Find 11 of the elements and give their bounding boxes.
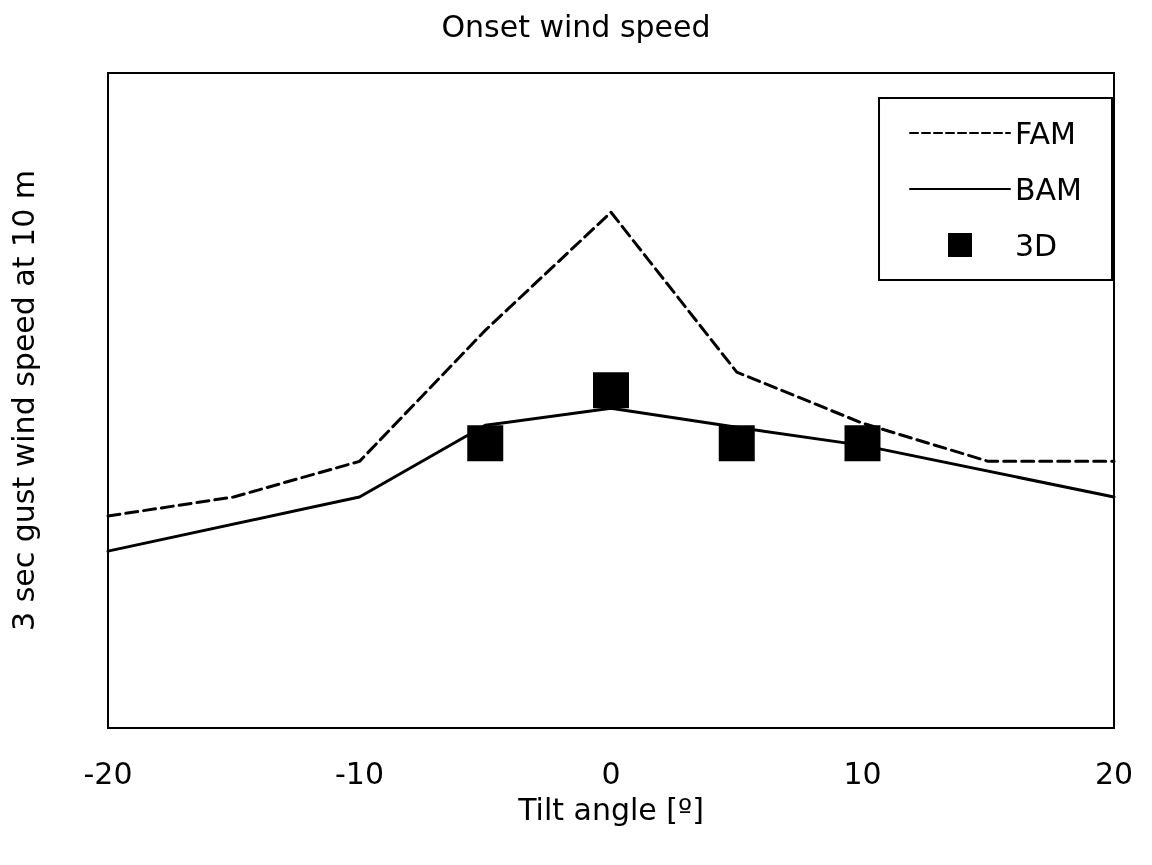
x-tick-label: -10 [335,755,384,791]
x-tick-label: 10 [843,755,882,791]
x-axis-title: Tilt angle [º] [517,791,704,827]
legend-label: BAM [1015,171,1083,207]
legend-label: FAM [1015,115,1076,151]
legend-label: 3D [1015,227,1058,263]
x-tick-label: -20 [83,755,133,791]
chart-title: Onset wind speed [441,8,711,44]
y-axis-title: 3 sec gust wind speed at 10 m [5,170,41,631]
x-tick-label: 0 [601,755,621,791]
x-tick-label: 20 [1094,755,1134,791]
